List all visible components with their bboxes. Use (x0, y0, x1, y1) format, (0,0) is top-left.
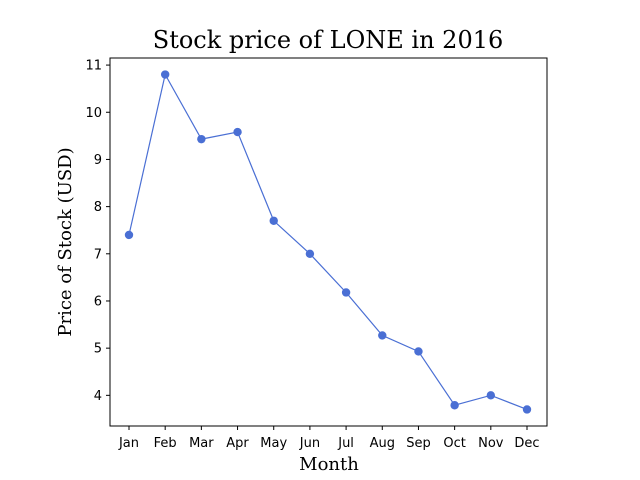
y-tick-label: 11 (85, 59, 102, 74)
data-point (197, 134, 206, 144)
x-tick-label: Dec (514, 436, 539, 451)
x-tick-label: Feb (154, 436, 177, 451)
data-point (486, 391, 496, 400)
y-tick-label: 4 (94, 389, 102, 404)
x-tick-label: Mar (189, 436, 214, 451)
x-tick-label: Sep (406, 436, 431, 451)
data-point (522, 405, 532, 414)
x-axis: Jan Feb Mar Apr May Jun Jul Aug Sep Oct Nov Dec (118, 426, 540, 451)
x-tick-label: Nov (478, 436, 504, 451)
data-point (160, 70, 170, 79)
y-tick-label: 10 (85, 106, 102, 121)
series-group (124, 70, 532, 414)
data-point (124, 230, 134, 240)
data-point (269, 216, 278, 225)
x-tick-label: Jun (299, 436, 320, 451)
x-tick-label: Jul (337, 436, 354, 451)
y-tick-label: 5 (94, 342, 102, 357)
plot-frame (109, 57, 548, 427)
data-point (233, 127, 242, 137)
x-tick-label: Apr (226, 436, 249, 451)
y-axis-label: Price of Stock (USD) (55, 147, 76, 336)
y-tick-label: 6 (94, 294, 102, 309)
series-line (128, 72, 528, 411)
x-tick-label: May (260, 436, 287, 451)
y-axis: 4 5 6 7 8 9 10 11 (85, 59, 110, 404)
data-point (450, 401, 459, 410)
data-point (341, 288, 351, 297)
x-tick-label: Jan (118, 436, 139, 451)
x-tick-label: Aug (370, 436, 395, 451)
data-point (378, 331, 387, 340)
chart-title: Stock price of LONE in 2016 (153, 26, 504, 54)
x-tick-label: Oct (443, 436, 465, 451)
data-point (305, 249, 315, 258)
y-tick-label: 7 (94, 247, 102, 262)
x-axis-label: Month (299, 454, 359, 475)
data-point (414, 347, 423, 356)
y-tick-label: 8 (94, 200, 102, 215)
y-tick-label: 9 (94, 153, 102, 168)
